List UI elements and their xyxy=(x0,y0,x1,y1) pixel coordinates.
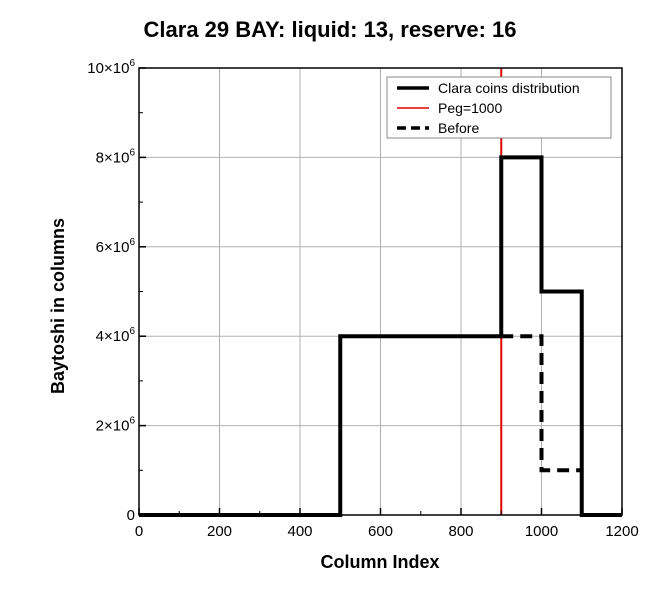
x-tick-label: 600 xyxy=(368,523,393,540)
chart-title: Clara 29 BAY: liquid: 13, reserve: 16 xyxy=(144,17,517,42)
y-tick-label: 4×106 xyxy=(96,326,136,345)
y-tick-label: 8×106 xyxy=(96,147,136,166)
x-tick-label: 1200 xyxy=(605,523,638,540)
x-tick-label: 200 xyxy=(207,523,232,540)
legend: Clara coins distribution Peg=1000 Before xyxy=(386,76,612,139)
x-axis-label: Column Index xyxy=(320,552,439,572)
x-tick-label: 800 xyxy=(448,523,473,540)
legend-label-peg-1000: Peg=1000 xyxy=(438,100,502,116)
y-tick-label: 10×106 xyxy=(87,58,135,77)
series-layer xyxy=(139,68,622,517)
legend-label-before: Before xyxy=(438,120,479,136)
x-tick-label: 1000 xyxy=(525,523,558,540)
x-tick-label: 0 xyxy=(135,523,143,540)
series-line-before xyxy=(501,334,582,473)
tick-labels: 0 200 400 600 800 1000 1200 0 2×106 4×106 6×106 8×1… xyxy=(87,58,638,540)
y-tick-label: 6×106 xyxy=(96,237,136,256)
y-tick-label: 2×106 xyxy=(96,416,136,435)
legend-label-clara-coins-distribution: Clara coins distribution xyxy=(438,80,580,96)
y-tick-label: 0 xyxy=(127,507,135,524)
x-tick-label: 400 xyxy=(287,523,312,540)
series-line-clara-coins-distribution xyxy=(139,155,622,517)
ticks xyxy=(138,67,623,516)
y-axis-label: Baytoshi in columns xyxy=(48,218,68,394)
